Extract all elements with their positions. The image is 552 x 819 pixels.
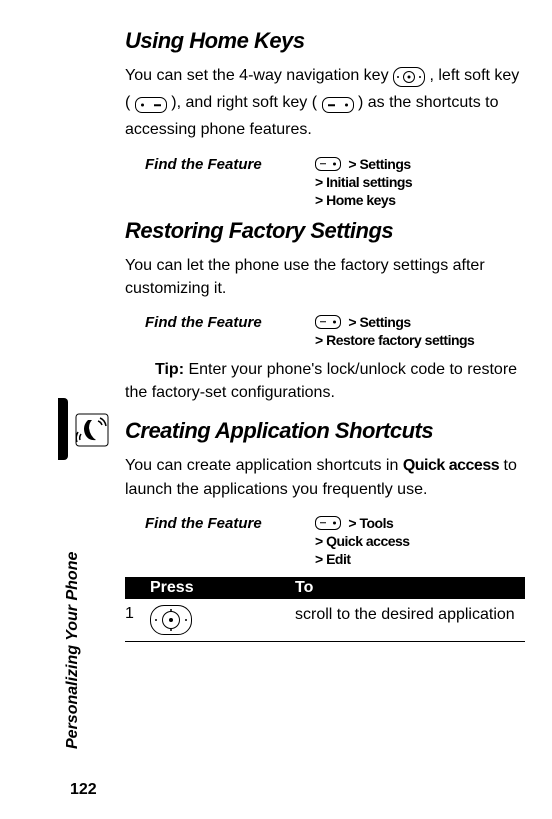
body-home-keys: You can set the 4-way navigation key , l… [125, 64, 525, 142]
sidebar-section-label: Personalizing Your Phone [64, 552, 82, 749]
menu-item: Initial settings [326, 174, 412, 190]
menu-item: Edit [326, 551, 350, 567]
text: ), and right soft key ( [171, 94, 321, 111]
menu-item: Settings [359, 156, 410, 172]
vibrate-icon [70, 408, 114, 457]
soft-key-icon [315, 157, 341, 171]
find-feature-shortcuts: Find the Feature > Tools > Quick access … [145, 515, 525, 567]
feature-path-line: > Edit [315, 551, 410, 567]
press-cell [150, 605, 295, 635]
find-feature-restore: Find the Feature > Settings > Restore fa… [145, 314, 525, 348]
left-soft-key-icon [135, 95, 167, 118]
body-restore: You can let the phone use the factory se… [125, 254, 525, 300]
feature-path-line: > Initial settings [315, 174, 412, 190]
soft-key-icon [315, 516, 341, 530]
step-number: 1 [125, 605, 150, 635]
section-title-shortcuts: Creating Application Shortcuts [125, 418, 525, 444]
feature-path: > Tools > Quick access > Edit [315, 515, 410, 567]
column-header-press: Press [125, 579, 295, 597]
feature-path-line: > Settings [315, 156, 412, 172]
table-header: Press To [125, 577, 525, 599]
find-feature-label: Find the Feature [145, 314, 315, 331]
instruction-table: Press To 1 scroll to the desired applica… [125, 577, 525, 642]
table-row: 1 scroll to the desired application [125, 599, 525, 642]
menu-item: Tools [359, 515, 393, 531]
menu-item: Settings [359, 314, 410, 330]
tip-label: Tip: [155, 361, 184, 378]
section-title-home-keys: Using Home Keys [125, 28, 525, 54]
feature-path-line: > Home keys [315, 192, 412, 208]
feature-path-line: > Tools [315, 515, 410, 531]
tab-marker [58, 398, 68, 460]
right-soft-key-icon [322, 95, 354, 118]
tip-restore: Tip: Enter your phone's lock/unlock code… [100, 358, 525, 404]
feature-path-line: > Quick access [315, 533, 410, 549]
feature-path-line: > Settings [315, 314, 474, 330]
page-content: Using Home Keys You can set the 4-way na… [125, 20, 525, 642]
section-title-restore: Restoring Factory Settings [125, 218, 525, 244]
body-shortcuts: You can create application shortcuts in … [125, 454, 525, 500]
to-cell: scroll to the desired application [295, 605, 525, 635]
menu-item: Quick access [326, 533, 410, 549]
find-feature-home-keys: Find the Feature > Settings > Initial se… [145, 156, 525, 208]
nav-key-icon [150, 605, 192, 635]
menu-item: Restore factory settings [326, 332, 474, 348]
text: You can create application shortcuts in [125, 457, 403, 474]
tip-text: Enter your phone's lock/unlock code to r… [125, 361, 517, 401]
soft-key-icon [315, 315, 341, 329]
page-number: 122 [70, 781, 97, 799]
text: You can set the 4-way navigation key [125, 67, 393, 84]
feature-path-line: > Restore factory settings [315, 332, 474, 348]
find-feature-label: Find the Feature [145, 515, 315, 532]
column-header-to: To [295, 579, 525, 597]
quick-access-label: Quick access [403, 457, 499, 474]
nav-key-icon [393, 67, 425, 91]
feature-path: > Settings > Initial settings > Home key… [315, 156, 412, 208]
feature-path: > Settings > Restore factory settings [315, 314, 474, 348]
find-feature-label: Find the Feature [145, 156, 315, 173]
menu-item: Home keys [326, 192, 395, 208]
